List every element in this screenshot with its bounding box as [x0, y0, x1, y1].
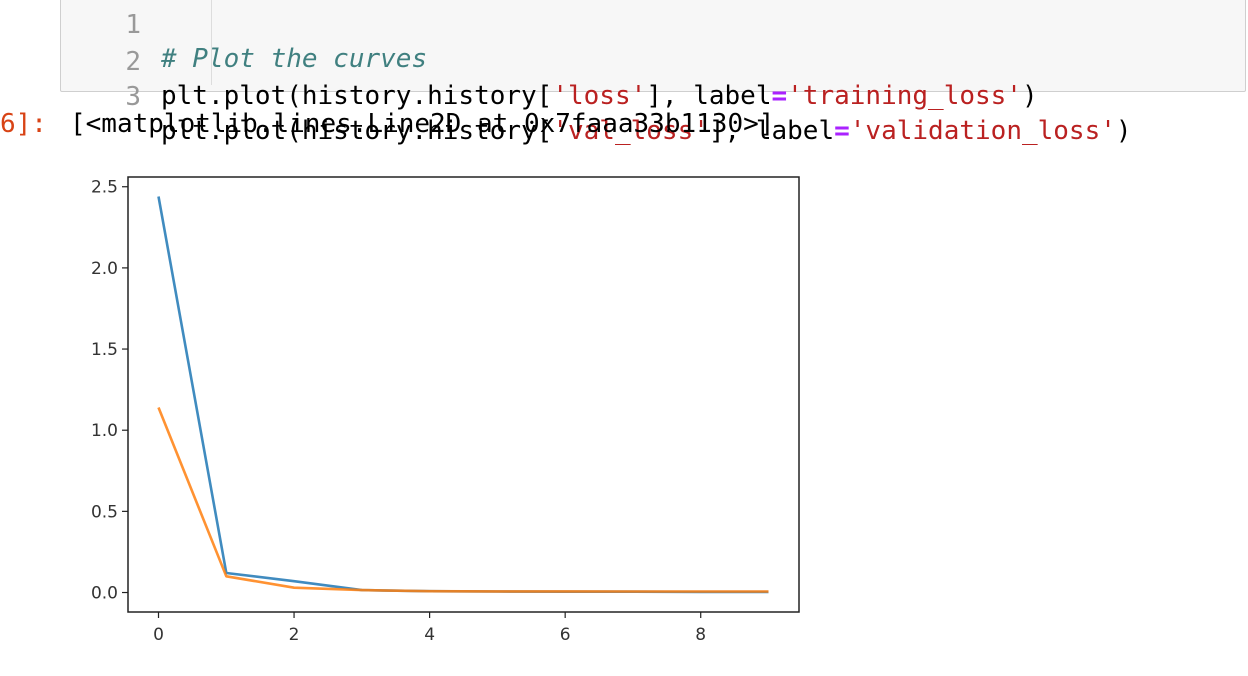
x-tick-label: 6: [560, 625, 571, 645]
x-tick-label: 8: [695, 625, 706, 645]
plot-frame: [128, 177, 799, 612]
y-tick-label: 0.0: [91, 584, 118, 604]
y-tick-label: 2.0: [91, 259, 118, 279]
x-tick-label: 4: [424, 625, 435, 645]
series-line-1: [159, 408, 769, 592]
x-tick-label: 2: [289, 625, 300, 645]
y-tick-label: 0.5: [91, 502, 118, 522]
x-tick-label: 0: [153, 625, 164, 645]
y-tick-label: 1.0: [91, 421, 118, 441]
y-tick-label: 1.5: [91, 340, 118, 360]
series-line-0: [159, 197, 769, 592]
y-tick-label: 2.5: [91, 178, 118, 198]
